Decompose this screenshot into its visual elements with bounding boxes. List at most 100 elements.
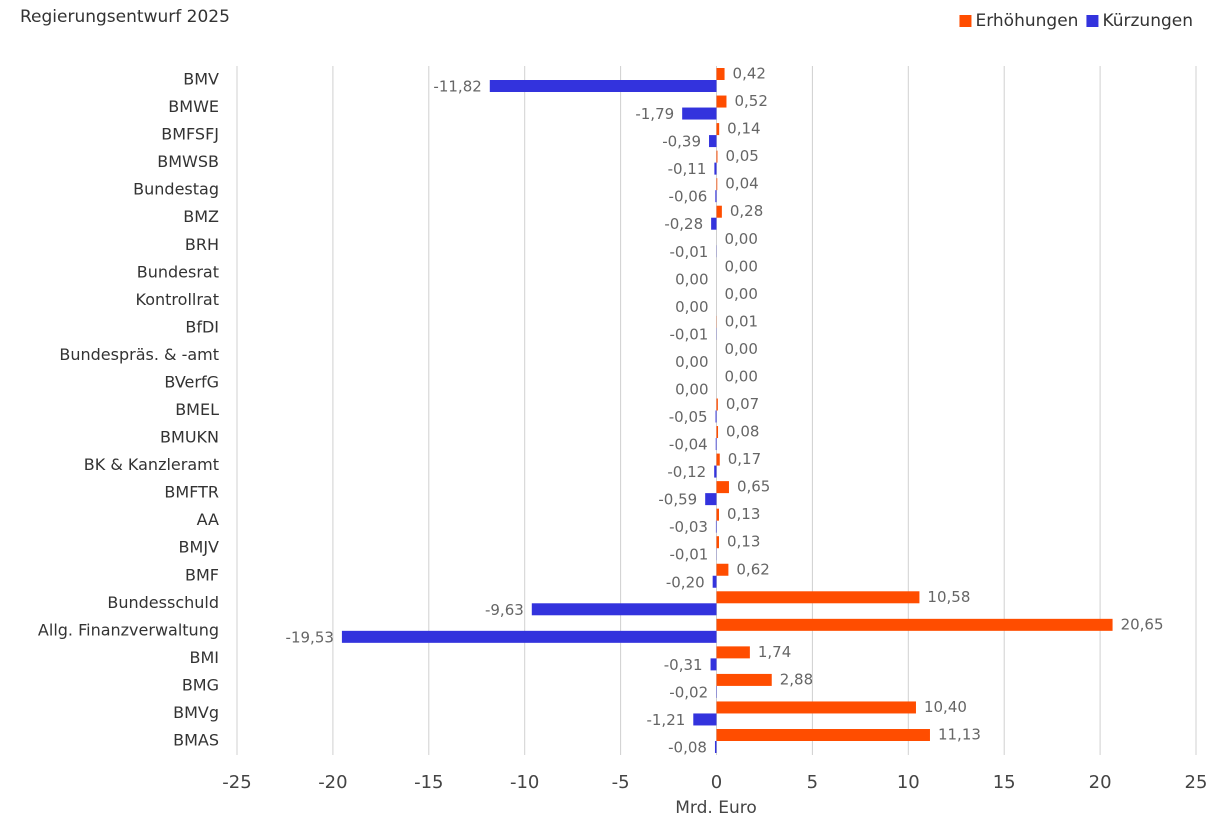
data-label: 0,00 (725, 230, 758, 248)
x-tick-label: -20 (318, 772, 347, 793)
chart-title: Regierungsentwurf 2025 (20, 7, 230, 27)
bar (714, 465, 717, 478)
data-label: -0,28 (664, 215, 703, 233)
x-tick-label: -5 (612, 772, 630, 793)
bar (716, 701, 916, 714)
data-label: 0,52 (734, 92, 767, 110)
bar (716, 95, 727, 108)
data-label: 10,58 (927, 588, 970, 606)
y-tick-label: Kontrollrat (136, 290, 219, 309)
data-label: 0,42 (733, 65, 766, 83)
data-label: 0,62 (736, 560, 769, 578)
data-label: 0,00 (725, 340, 758, 358)
bar (712, 575, 717, 588)
bar (715, 410, 717, 423)
data-label: -0,01 (669, 243, 708, 261)
y-tick-label: BMFSFJ (161, 125, 219, 144)
data-label: 10,40 (924, 698, 967, 716)
bar (531, 603, 717, 616)
x-tick-label: 25 (1185, 772, 1208, 793)
x-tick-label: -25 (222, 772, 251, 793)
data-label: -0,31 (664, 656, 703, 674)
bar (716, 398, 718, 411)
y-tick-label: BMF (185, 565, 219, 584)
x-tick-label: -15 (414, 772, 443, 793)
data-label: 0,00 (675, 380, 708, 398)
data-label: 0,13 (727, 533, 760, 551)
bar (489, 80, 717, 92)
bar (716, 426, 719, 439)
y-tick-label: Bundespräs. & -amt (59, 345, 219, 364)
data-label: 1,74 (758, 643, 791, 661)
data-label: 0,28 (730, 202, 763, 220)
bar (716, 453, 720, 466)
x-tick-label: -10 (510, 772, 539, 793)
y-tick-label: Allg. Finanzverwaltung (38, 620, 219, 639)
data-label: 2,88 (780, 670, 813, 688)
x-tick-label: 10 (897, 772, 920, 793)
y-tick-label: BMAS (173, 731, 219, 750)
y-tick-label: BVerfG (164, 372, 219, 391)
data-label: 0,07 (726, 395, 759, 413)
bar (716, 123, 720, 136)
data-label: 11,13 (938, 726, 981, 744)
data-label: -0,20 (666, 573, 705, 591)
data-label: -1,21 (646, 711, 685, 729)
data-label: -9,63 (485, 601, 524, 619)
data-label: 0,00 (725, 285, 758, 303)
data-label: -11,82 (433, 78, 481, 96)
data-label: 0,01 (725, 312, 758, 330)
bar (716, 673, 772, 686)
data-label: -0,01 (669, 325, 708, 343)
y-tick-label: BMVg (173, 703, 219, 722)
y-tick-label: BMJV (179, 538, 220, 557)
data-label: 0,00 (725, 367, 758, 385)
x-tick-label: 15 (993, 772, 1016, 793)
data-label: -1,79 (635, 105, 674, 123)
data-label: 20,65 (1121, 615, 1164, 633)
y-tick-label: BMWE (168, 97, 219, 116)
data-label: -0,04 (669, 436, 708, 454)
bar (715, 438, 717, 451)
data-label: 0,00 (675, 298, 708, 316)
data-label: 0,05 (725, 147, 758, 165)
data-label: -0,39 (662, 133, 701, 151)
data-label: -19,53 (286, 628, 334, 646)
bar (710, 658, 717, 671)
y-tick-label: BMUKN (160, 428, 219, 447)
bar (709, 135, 717, 148)
y-tick-label: BRH (185, 235, 219, 254)
data-label: -0,11 (668, 160, 707, 178)
data-label: 0,08 (726, 423, 759, 441)
legend-label: Erhöhungen (975, 11, 1078, 31)
bar (716, 563, 729, 576)
y-tick-label: BMWSB (157, 152, 219, 171)
legend-label: Kürzungen (1102, 11, 1193, 31)
bar (716, 536, 719, 549)
y-tick-label: BMEL (175, 400, 219, 419)
x-tick-label: 0 (711, 772, 722, 793)
data-label: 0,65 (737, 478, 770, 496)
bar (715, 190, 717, 203)
data-label: 0,00 (675, 270, 708, 288)
y-tick-label: BMZ (183, 207, 219, 226)
y-tick-label: BMV (183, 70, 219, 89)
bar (714, 741, 717, 753)
bar (693, 713, 717, 726)
bar (716, 68, 725, 80)
bar (715, 520, 717, 533)
x-tick-label: 5 (807, 772, 818, 793)
data-label: 0,13 (727, 505, 760, 523)
bar (716, 729, 930, 741)
data-label: -0,01 (669, 546, 708, 564)
data-label: -0,06 (669, 188, 708, 206)
data-label: 0,00 (725, 257, 758, 275)
bar (716, 591, 920, 604)
data-label: -0,08 (668, 739, 707, 757)
x-axis-label: Mrd. Euro (675, 798, 757, 818)
bar (716, 618, 1113, 631)
data-label: 0,04 (725, 175, 758, 193)
bar (682, 107, 717, 120)
bar (716, 646, 750, 659)
